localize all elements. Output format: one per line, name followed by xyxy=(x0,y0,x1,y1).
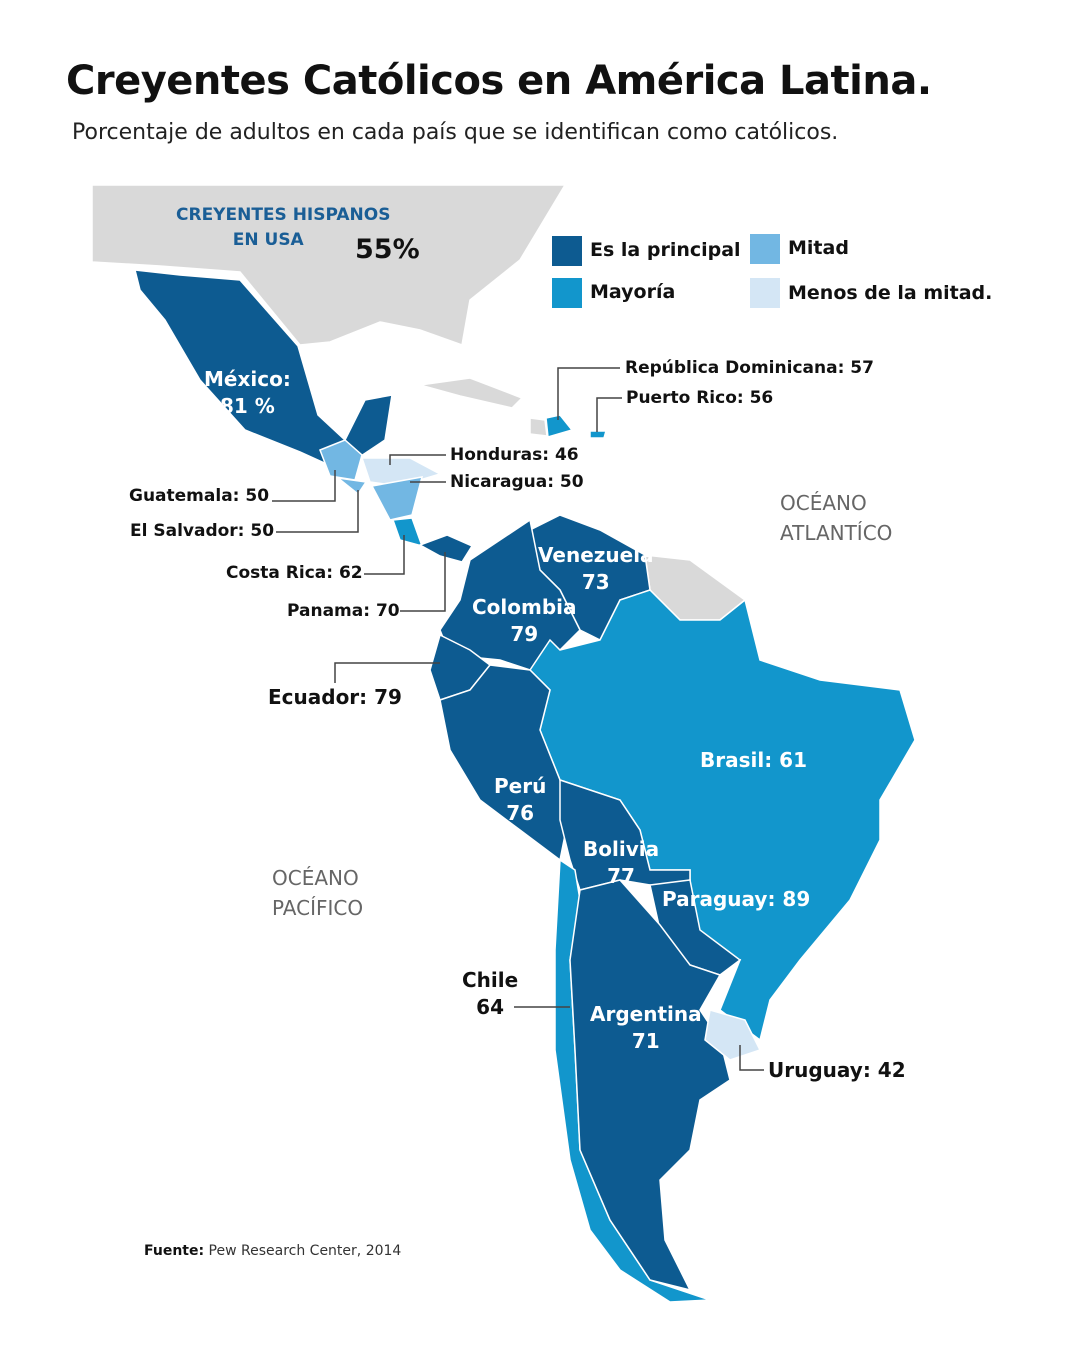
label-argentina-name: Argentina xyxy=(590,1002,702,1026)
label-atlantic-ocean: OCÉANO ATLANTÍCO xyxy=(780,488,892,548)
label-chile-value: 64 xyxy=(476,995,505,1019)
leader-puerto-rico xyxy=(596,397,622,432)
label-peru: Perú 76 xyxy=(494,773,546,827)
subtitle: Porcentaje de adultos en cada país que s… xyxy=(72,120,839,145)
label-costa-rica: Costa Rica: 62 xyxy=(226,563,363,583)
pacific-line1: OCÉANO xyxy=(272,866,359,890)
label-mexico-name: México: xyxy=(204,367,291,391)
usa-label: CREYENTES HISPANOS EN USA xyxy=(176,203,390,253)
label-venezuela-name: Venezuela xyxy=(538,543,654,567)
leader-panama xyxy=(400,552,446,612)
country-mexico xyxy=(134,269,393,471)
country-el-salvador xyxy=(335,476,368,496)
pacific-line2: PACÍFICO xyxy=(272,896,364,920)
leader-guatemala xyxy=(272,470,336,502)
legend-swatch-principal xyxy=(552,236,582,266)
label-guatemala: Guatemala: 50 xyxy=(129,486,270,506)
label-pacific-ocean: OCÉANO PACÍFICO xyxy=(272,863,363,923)
label-mexico: México: 81 % xyxy=(204,366,291,420)
label-honduras: Honduras: 46 xyxy=(450,445,579,465)
atlantic-line1: OCÉANO xyxy=(780,491,867,515)
legend-swatch-mayoria xyxy=(552,278,582,308)
usa-region xyxy=(91,184,567,347)
source-text: Pew Research Center, 2014 xyxy=(208,1243,402,1259)
leader-honduras xyxy=(389,454,446,465)
country-costa-rica xyxy=(391,517,424,548)
legend-label-mayoria: Mayoría xyxy=(590,281,676,303)
country-guatemala xyxy=(319,439,363,481)
label-chile: Chile 64 xyxy=(462,967,518,1021)
label-chile-name: Chile xyxy=(462,968,519,992)
legend-label-mitad: Mitad xyxy=(788,237,849,259)
cuba xyxy=(419,377,524,409)
source-label: Fuente: xyxy=(144,1243,205,1259)
usa-label-line2: EN USA xyxy=(232,230,304,250)
leader-uruguay xyxy=(739,1045,764,1071)
source-note: Fuente: Pew Research Center, 2014 xyxy=(144,1243,401,1259)
label-bolivia-name: Bolivia xyxy=(583,837,660,861)
label-venezuela-value: 73 xyxy=(581,570,610,594)
leader-el-salvador xyxy=(276,490,359,533)
leader-dominican xyxy=(557,367,620,420)
leader-ecuador xyxy=(334,662,440,683)
leader-lines xyxy=(272,367,764,1071)
usa-label-line1: CREYENTES HISPANOS xyxy=(176,205,391,225)
label-colombia-name: Colombia xyxy=(472,595,577,619)
label-brasil: Brasil: 61 xyxy=(700,748,808,772)
country-panama xyxy=(418,534,474,563)
legend-label-principal: Es la principal xyxy=(590,239,741,261)
atlantic-line2: ATLANTÍCO xyxy=(780,521,893,545)
label-panama: Panama: 70 xyxy=(287,601,400,621)
hispaniola-west xyxy=(529,417,548,437)
label-argentina: Argentina 71 xyxy=(590,1001,702,1055)
legend-swatch-menos xyxy=(750,278,780,308)
label-bolivia: Bolivia 77 xyxy=(583,836,659,890)
label-nicaragua: Nicaragua: 50 xyxy=(450,472,584,492)
label-venezuela: Venezuela 73 xyxy=(538,542,654,596)
label-argentina-value: 71 xyxy=(631,1029,660,1053)
country-argentina xyxy=(569,879,731,1292)
label-peru-value: 76 xyxy=(506,801,535,825)
label-uruguay: Uruguay: 42 xyxy=(768,1058,906,1082)
label-peru-name: Perú xyxy=(494,774,547,798)
label-puerto-rico: Puerto Rico: 56 xyxy=(626,388,774,408)
country-dominican-republic xyxy=(545,414,574,438)
label-bolivia-value: 77 xyxy=(607,864,635,888)
page-title: Creyentes Católicos en América Latina. xyxy=(66,58,932,104)
label-colombia-value: 79 xyxy=(510,622,539,646)
label-el-salvador: El Salvador: 50 xyxy=(130,521,275,541)
country-uruguay xyxy=(704,1009,762,1061)
legend-swatch-mitad xyxy=(750,234,780,264)
country-nicaragua xyxy=(370,476,424,521)
label-mexico-value: 81 % xyxy=(219,394,275,418)
country-puerto-rico xyxy=(589,430,607,439)
label-colombia: Colombia 79 xyxy=(472,594,577,648)
legend-label-menos: Menos de la mitad. xyxy=(788,282,993,304)
label-dominican-republic: República Dominicana: 57 xyxy=(625,358,874,378)
usa-value: 55% xyxy=(355,234,420,265)
label-paraguay: Paraguay: 89 xyxy=(662,887,811,911)
label-ecuador: Ecuador: 79 xyxy=(268,685,402,709)
leader-costa-rica xyxy=(364,535,405,575)
